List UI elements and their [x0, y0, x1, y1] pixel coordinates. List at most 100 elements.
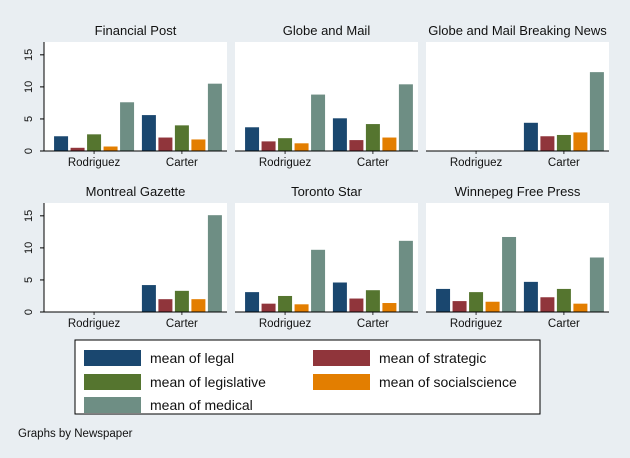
x-tick-label-carter: Carter	[166, 318, 198, 330]
legend-swatch-strategic	[313, 350, 370, 366]
bar-carter-socialscience	[573, 132, 588, 151]
bar-rodriguez-socialscience	[103, 146, 118, 151]
bar-carter-strategic	[158, 137, 173, 151]
legend: mean of legal mean of strategic mean of le…	[74, 339, 541, 415]
y-tick-label: 5	[23, 116, 35, 122]
x-tick-label-rodriguez: Rodriguez	[450, 318, 503, 330]
bar-rodriguez-socialscience	[294, 143, 309, 151]
bar-carter-legislative	[365, 290, 380, 312]
bar-carter-medical	[589, 257, 604, 312]
bar-rodriguez-strategic	[261, 141, 276, 151]
x-tick-label-carter: Carter	[548, 318, 580, 330]
x-tick-label-rodriguez: Rodriguez	[450, 157, 503, 169]
panel-title: Montreal Gazette	[86, 184, 186, 199]
panel-toronto-star: Toronto Star Rodriguez Carter	[235, 179, 418, 330]
y-tick-label: 15	[23, 210, 35, 222]
bar-carter-strategic	[349, 298, 364, 312]
bar-carter-legislative	[556, 288, 571, 312]
bar-carter-legal	[141, 285, 156, 312]
bar-carter-legislative	[365, 124, 380, 151]
bar-carter-legal	[523, 281, 538, 312]
x-tick-label-carter: Carter	[548, 157, 580, 169]
panel-montreal-gazette: Montreal Gazette 0 5 10 15 Rodriguez Carter	[23, 179, 227, 330]
graph-note: Graphs by Newspaper	[18, 428, 133, 440]
bar-carter-socialscience	[382, 303, 397, 312]
plot-area	[235, 42, 418, 151]
bar-rodriguez-medical	[311, 249, 326, 312]
x-tick-label-carter: Carter	[166, 157, 198, 169]
panel-title: Winnepeg Free Press	[455, 184, 581, 199]
legend-swatch-socialscience	[313, 374, 370, 390]
panel-title: Toronto Star	[291, 184, 362, 199]
bar-carter-medical	[207, 83, 222, 151]
bar-rodriguez-legal	[245, 127, 260, 151]
bar-rodriguez-strategic	[70, 147, 85, 151]
panel-title: Globe and Mail	[283, 23, 371, 38]
legend-swatch-legal	[84, 350, 141, 366]
plot-area	[426, 203, 609, 312]
y-tick-label: 0	[23, 148, 35, 154]
bar-rodriguez-socialscience	[294, 304, 309, 312]
x-tick-label-rodriguez: Rodriguez	[259, 157, 312, 169]
bar-rodriguez-legal	[54, 136, 69, 151]
x-tick-label-rodriguez: Rodriguez	[68, 157, 121, 169]
panel-globe-and-mail: Globe and Mail Rodriguez Carter	[235, 18, 418, 169]
bar-carter-legislative	[174, 125, 189, 151]
bar-carter-socialscience	[191, 139, 206, 151]
bar-carter-medical	[398, 84, 413, 151]
bar-carter-strategic	[349, 140, 364, 151]
bar-carter-strategic	[540, 297, 555, 312]
legend-label-medical: mean of medical	[150, 397, 253, 413]
panel-title: Globe and Mail Breaking News	[428, 23, 607, 38]
bar-rodriguez-socialscience	[485, 301, 500, 312]
bar-carter-legislative	[174, 290, 189, 312]
bar-carter-socialscience	[382, 137, 397, 151]
y-tick-label: 10	[23, 81, 35, 93]
bar-carter-strategic	[540, 136, 555, 151]
bar-carter-medical	[398, 240, 413, 312]
bar-rodriguez-legislative	[278, 138, 293, 151]
bar-rodriguez-strategic	[261, 303, 276, 312]
bar-carter-strategic	[158, 299, 173, 312]
panel-title-strip	[235, 18, 418, 42]
panel-title-strip	[44, 179, 227, 203]
panel-title-strip	[44, 18, 227, 42]
plot-area	[235, 203, 418, 312]
y-tick-label: 10	[23, 242, 35, 254]
panel-title-strip	[426, 179, 609, 203]
bar-rodriguez-legislative	[278, 295, 293, 312]
legend-label-strategic: mean of strategic	[379, 350, 486, 366]
bar-rodriguez-medical	[120, 102, 135, 151]
legend-label-legislative: mean of legislative	[150, 374, 266, 390]
legend-swatch-legislative	[84, 374, 141, 390]
panel-title-strip	[426, 18, 609, 42]
panel-title-strip	[235, 179, 418, 203]
bar-rodriguez-strategic	[452, 301, 467, 312]
panel-title: Financial Post	[95, 23, 177, 38]
legend-swatch-medical	[84, 397, 141, 413]
bar-carter-socialscience	[573, 303, 588, 312]
bar-carter-legal	[141, 115, 156, 151]
bar-carter-legal	[332, 118, 347, 151]
bar-rodriguez-medical	[311, 94, 326, 151]
bar-carter-medical	[589, 72, 604, 151]
bar-carter-legal	[523, 122, 538, 151]
x-tick-label-rodriguez: Rodriguez	[68, 318, 121, 330]
legend-label-legal: mean of legal	[150, 350, 234, 366]
bar-rodriguez-legislative	[87, 134, 102, 151]
y-tick-label: 5	[23, 277, 35, 283]
bar-rodriguez-medical	[502, 236, 517, 312]
legend-label-socialscience: mean of socialscience	[379, 374, 517, 390]
y-tick-label: 15	[23, 49, 35, 61]
bar-rodriguez-legal	[245, 292, 260, 312]
panel-winnepeg-free-press: Winnepeg Free Press Rodriguez Carter	[426, 179, 609, 330]
panel-globe-and-mail-breaking-news: Globe and Mail Breaking News Rodriguez Car…	[426, 18, 609, 169]
bar-carter-legal	[332, 282, 347, 312]
bar-carter-socialscience	[191, 299, 206, 312]
plot-area	[44, 42, 227, 151]
x-tick-label-carter: Carter	[357, 157, 389, 169]
bar-rodriguez-legislative	[469, 292, 484, 312]
bar-carter-legislative	[556, 134, 571, 151]
